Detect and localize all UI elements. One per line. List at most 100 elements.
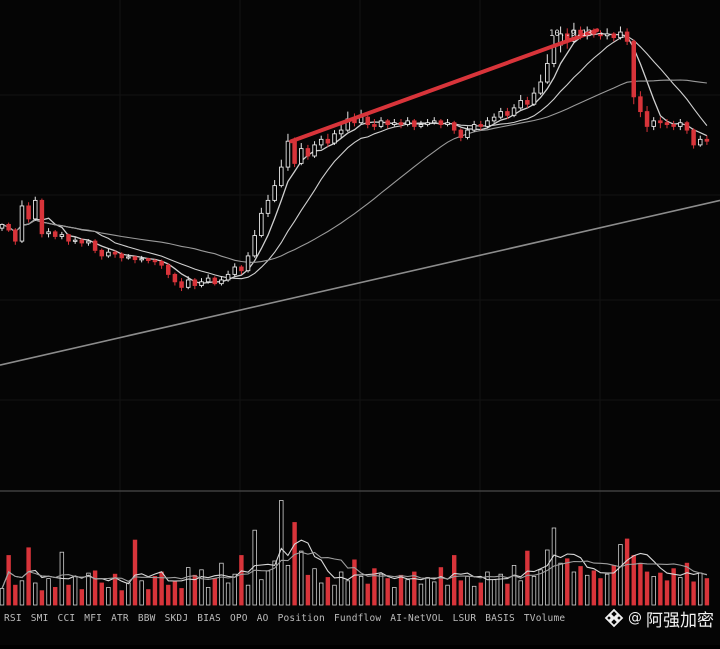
indicator-tab-fundflow[interactable]: Fundflow <box>333 612 382 624</box>
ma-mid-line <box>1 35 708 280</box>
candle <box>52 230 58 240</box>
candle <box>192 278 198 290</box>
candle <box>684 120 690 134</box>
indicator-tab-mfi[interactable]: MFI <box>84 612 103 624</box>
volume-bar <box>491 579 497 606</box>
candle-body-down <box>325 138 331 144</box>
candle-body-up <box>405 120 410 125</box>
volume-bar <box>152 576 158 606</box>
candle-body-down <box>239 266 244 272</box>
candle-body-up <box>545 63 550 83</box>
indicator-tab-ao[interactable]: AO <box>256 612 269 624</box>
volume-bar <box>644 571 650 606</box>
volume-bar <box>66 584 71 606</box>
volume-bar <box>658 572 663 606</box>
indicator-tab-lsur[interactable]: LSUR <box>452 612 477 624</box>
candle-body-up <box>272 185 277 201</box>
indicator-tab-atr[interactable]: ATR <box>111 612 129 624</box>
candle <box>6 222 11 232</box>
candle <box>59 231 65 240</box>
candle-body-down <box>478 124 484 127</box>
volume-bar <box>604 573 610 606</box>
candle <box>99 248 104 260</box>
candle <box>212 276 218 286</box>
candle <box>525 96 530 108</box>
volume-bar <box>305 574 311 606</box>
candle-body-up <box>106 251 111 257</box>
candle <box>318 135 324 149</box>
candle <box>698 135 703 147</box>
volume-bar <box>325 577 331 606</box>
volume-ma-line <box>1 551 708 589</box>
candle <box>285 133 291 171</box>
candle-body-up <box>265 199 271 214</box>
candle <box>471 120 477 132</box>
candle-body-down <box>305 148 311 157</box>
candle-body-up <box>491 116 497 122</box>
candle-body-up <box>432 120 437 124</box>
ma-long-line <box>0 199 720 366</box>
indicator-tab-position[interactable]: Position <box>277 612 325 624</box>
volume-bar <box>558 562 563 606</box>
volume-bar <box>425 577 430 606</box>
indicator-tab-tvolume[interactable]: TVolume <box>523 612 566 624</box>
indicator-tab-ai-netvol[interactable]: AI-NetVOL <box>390 612 444 624</box>
ma-fast-line <box>1 32 708 284</box>
volume-bar <box>26 547 31 606</box>
candle-body-up <box>318 138 324 146</box>
candle-body-down <box>26 205 31 220</box>
candle-body-down <box>13 229 18 242</box>
candle <box>678 119 683 131</box>
candle-body-down <box>146 258 151 261</box>
candle <box>405 117 410 127</box>
volume-bar <box>445 584 450 606</box>
volume-bar <box>166 584 171 606</box>
candle-body-up <box>392 122 397 125</box>
volume-bar <box>432 581 437 606</box>
indicator-tab-smi[interactable]: SMI <box>30 612 49 624</box>
moving-average-lines <box>0 32 720 366</box>
indicator-tab-cci[interactable]: CCI <box>57 612 76 624</box>
candle-body-up <box>299 148 304 164</box>
candle <box>259 207 264 238</box>
candle <box>279 159 284 188</box>
indicator-tab-opo[interactable]: OPO <box>229 612 248 624</box>
candle <box>485 117 490 129</box>
candle-body-down <box>385 120 390 125</box>
candle-body-down <box>119 253 124 259</box>
indicator-tab-skdj[interactable]: SKDJ <box>164 612 189 624</box>
candle <box>112 250 118 258</box>
indicator-tab-rsi[interactable]: RSI <box>4 612 22 624</box>
candle-body-down <box>372 124 377 127</box>
volume-bar <box>571 571 577 606</box>
candle <box>39 198 45 238</box>
ma-slow-line <box>1 79 707 263</box>
candle-body-up <box>332 133 337 144</box>
candle-body-up <box>259 212 264 237</box>
volume-bar <box>212 578 217 606</box>
watermark-name: 阿强加密 <box>646 610 714 631</box>
volume-bar <box>511 565 517 606</box>
candle-body-down <box>598 33 603 37</box>
volume-bar <box>438 567 444 606</box>
indicator-tab-bias[interactable]: BIAS <box>197 612 221 624</box>
candle <box>604 28 610 40</box>
trendline-annotation[interactable] <box>289 28 600 144</box>
volume-bar <box>365 583 370 606</box>
volume-bar <box>92 570 98 606</box>
indicator-tab-bar: RSI SMI CCI MFI ATR BBW SKDJ BIAS OPO AO Position F… <box>0 607 720 629</box>
candle-body-up <box>425 122 430 125</box>
volume-bar <box>72 576 78 606</box>
candle <box>538 74 543 95</box>
candle-body-up <box>199 281 204 286</box>
candle-body-down <box>658 120 663 124</box>
volume-bar <box>245 584 251 606</box>
volume-bar <box>86 572 91 606</box>
indicator-tab-basis[interactable]: BASIS <box>485 612 515 624</box>
indicator-tab-bbw[interactable]: BBW <box>137 612 156 624</box>
candle <box>305 144 311 160</box>
volume-bar <box>585 574 590 606</box>
candle <box>465 126 470 140</box>
volume-bar <box>99 582 104 606</box>
